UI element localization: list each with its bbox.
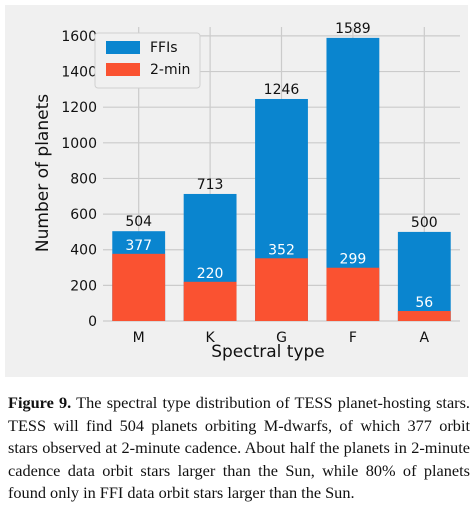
x-tick-label: M (133, 330, 145, 346)
bar-2min-label: 299 (340, 252, 367, 268)
x-tick-label: F (349, 330, 357, 346)
y-tick-label: 400 (70, 243, 97, 259)
legend-label-2min: 2-min (150, 62, 190, 78)
bar-2min (255, 258, 308, 321)
legend-label-ffis: FFIs (150, 40, 178, 56)
figure-label: Figure 9. (8, 393, 72, 412)
bar-2min-label: 220 (197, 266, 224, 282)
bar-chart: 504 377 713 220 1246 352 1589 299 500 56 0 200 400 6… (33, 21, 460, 362)
figure-caption: Figure 9. The spectral type distribution… (8, 392, 470, 505)
legend-swatch-2min (106, 63, 140, 76)
bar-2min (112, 253, 166, 321)
y-tick-label: 1200 (61, 100, 97, 116)
caption-text: The spectral type distribution of TESS p… (8, 393, 471, 503)
y-tick-label: 200 (70, 278, 97, 294)
bar-2min (397, 311, 451, 321)
legend: FFIs 2-min (94, 32, 201, 89)
bar-total-label: 1246 (264, 82, 300, 98)
x-tick-label: A (420, 330, 430, 346)
x-tick-label: G (276, 330, 287, 346)
bar-total-label: 1589 (335, 21, 371, 37)
bar-total-label: 713 (197, 177, 224, 193)
x-axis-title: Spectral type (211, 342, 325, 362)
bars (112, 37, 451, 322)
y-tick-label: 1000 (61, 136, 97, 152)
data-labels: 504 377 713 220 1246 352 1589 299 500 56 (125, 21, 437, 311)
y-tick-label: 1400 (61, 65, 97, 81)
y-tick-label: 800 (70, 171, 97, 187)
bar-2min-label: 352 (268, 242, 295, 258)
chart-panel: 504 377 713 220 1246 352 1589 299 500 56 0 200 400 6… (5, 5, 468, 377)
bar-2min (183, 281, 237, 321)
bar-total-label: 504 (125, 214, 152, 230)
y-tick-label: 600 (70, 207, 97, 223)
x-tick-label: K (206, 330, 216, 346)
bar-ffis (397, 231, 451, 321)
y-tick-label: 0 (88, 314, 97, 330)
bar-total-label: 500 (411, 215, 438, 231)
y-tick-label: 1600 (61, 29, 97, 45)
bar-2min-label: 56 (415, 295, 433, 311)
bar-2min-label: 377 (125, 238, 152, 254)
bar-2min (326, 267, 380, 321)
legend-swatch-ffis (106, 41, 140, 54)
y-axis-title: Number of planets (33, 94, 53, 252)
axis-ticks: 0 200 400 600 800 1000 1200 1400 1600 M K G F A (61, 29, 429, 346)
